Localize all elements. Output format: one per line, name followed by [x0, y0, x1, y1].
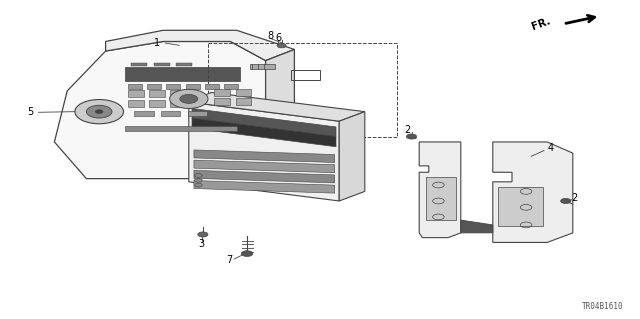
- Polygon shape: [189, 93, 365, 121]
- Polygon shape: [498, 187, 543, 226]
- Bar: [224, 84, 238, 89]
- Text: 2: 2: [404, 125, 411, 135]
- Bar: [125, 126, 237, 131]
- Bar: [214, 89, 230, 96]
- Text: FR.: FR.: [530, 16, 552, 32]
- Polygon shape: [266, 49, 294, 145]
- Circle shape: [195, 178, 202, 182]
- Bar: [170, 90, 186, 97]
- Bar: [170, 100, 186, 107]
- Circle shape: [75, 100, 124, 124]
- Bar: [176, 63, 192, 66]
- Polygon shape: [493, 142, 573, 242]
- Polygon shape: [54, 41, 266, 179]
- Polygon shape: [426, 177, 456, 220]
- Polygon shape: [250, 64, 275, 69]
- Bar: [147, 84, 161, 89]
- Bar: [236, 89, 251, 96]
- Polygon shape: [194, 160, 335, 173]
- Circle shape: [195, 183, 202, 187]
- Polygon shape: [194, 150, 335, 162]
- Text: 4: 4: [547, 143, 554, 153]
- Polygon shape: [189, 102, 339, 201]
- Polygon shape: [419, 142, 461, 238]
- Text: 7: 7: [226, 255, 232, 265]
- Bar: [236, 98, 251, 105]
- Bar: [134, 111, 154, 116]
- Circle shape: [277, 43, 286, 48]
- Text: 2: 2: [572, 193, 578, 203]
- Bar: [154, 63, 170, 66]
- Text: TR04B1610: TR04B1610: [582, 302, 624, 311]
- Polygon shape: [194, 181, 335, 193]
- Bar: [149, 90, 165, 97]
- Polygon shape: [461, 220, 493, 233]
- Polygon shape: [194, 170, 335, 183]
- Polygon shape: [339, 112, 365, 201]
- Circle shape: [561, 198, 571, 204]
- Bar: [166, 84, 180, 89]
- Text: 3: 3: [198, 239, 205, 249]
- Bar: [186, 84, 200, 89]
- Bar: [214, 98, 230, 105]
- Polygon shape: [106, 30, 294, 61]
- Circle shape: [195, 174, 202, 177]
- Bar: [149, 100, 165, 107]
- Bar: [161, 111, 180, 116]
- Text: 8: 8: [267, 31, 273, 41]
- Bar: [128, 84, 142, 89]
- Bar: [128, 100, 144, 107]
- Text: 5: 5: [28, 107, 34, 117]
- Circle shape: [170, 89, 208, 108]
- Text: 1: 1: [154, 38, 160, 48]
- Circle shape: [95, 110, 103, 114]
- Circle shape: [198, 232, 208, 237]
- Bar: [128, 90, 144, 97]
- Text: 6: 6: [275, 33, 282, 43]
- Circle shape: [180, 94, 198, 103]
- Bar: [205, 84, 219, 89]
- Bar: [188, 111, 207, 116]
- Polygon shape: [125, 67, 240, 81]
- Polygon shape: [192, 108, 336, 137]
- Circle shape: [241, 251, 253, 256]
- Polygon shape: [192, 118, 336, 147]
- Circle shape: [406, 134, 417, 139]
- Circle shape: [86, 105, 112, 118]
- Bar: [131, 63, 147, 66]
